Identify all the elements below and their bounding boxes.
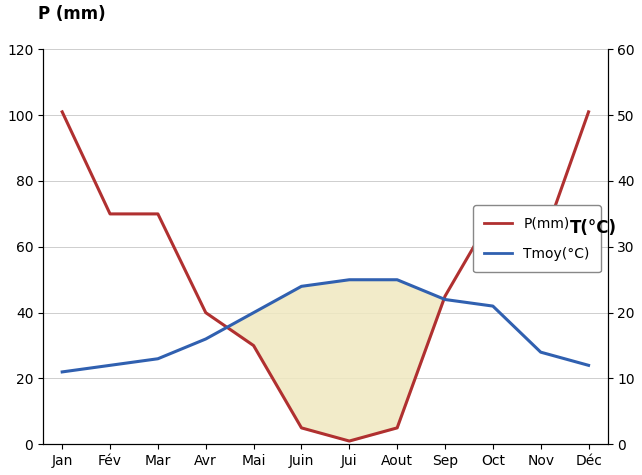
Legend: P(mm), Tmoy(°C): P(mm), Tmoy(°C) bbox=[473, 206, 601, 272]
Text: T(°C): T(°C) bbox=[570, 219, 617, 237]
Text: P (mm): P (mm) bbox=[39, 5, 106, 23]
